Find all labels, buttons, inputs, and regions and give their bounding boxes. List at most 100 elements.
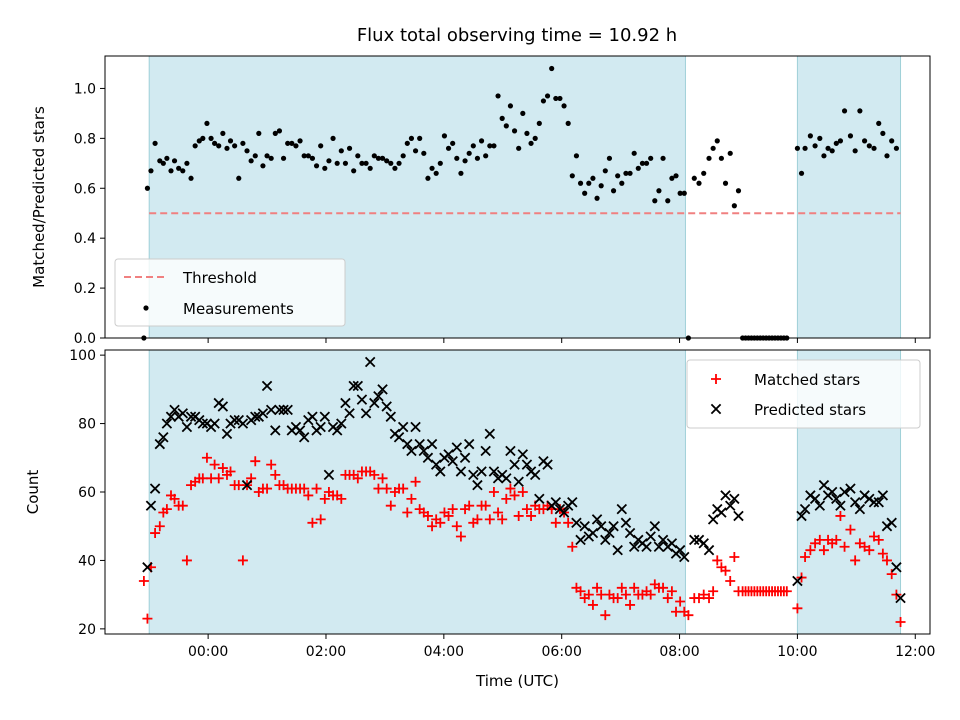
- predicted-star-point: [698, 538, 709, 549]
- matched-star-point: [683, 610, 694, 621]
- measurement-point: [573, 153, 580, 159]
- chart-title: Flux total observing time = 10.92 h: [357, 25, 677, 46]
- predicted-star-point: [733, 510, 744, 522]
- x-tick-label: 00:00: [188, 644, 228, 660]
- matched-star-point: [666, 586, 677, 597]
- matched-star-point: [708, 586, 719, 597]
- y-tick-label: 1.0: [74, 81, 96, 97]
- predicted-star-point: [472, 479, 483, 491]
- predicted-star-point: [595, 520, 607, 532]
- measurement-point: [710, 145, 716, 151]
- predicted-star-point: [181, 421, 193, 433]
- matched-star-point: [381, 483, 392, 494]
- predicted-star-point: [364, 356, 376, 368]
- matched-star-point: [154, 521, 165, 532]
- predicted-star-point: [641, 541, 652, 552]
- matched-star-point: [831, 534, 842, 545]
- matched-star-point: [237, 555, 248, 566]
- measurement-point: [268, 155, 274, 161]
- matched-star-point: [270, 469, 281, 480]
- measurement-point: [577, 180, 584, 186]
- matched-star-point: [781, 586, 792, 597]
- measurement-point: [462, 158, 468, 164]
- predicted-star-point: [237, 418, 249, 429]
- measurement-point: [718, 155, 724, 161]
- y-tick-label: 60: [78, 485, 96, 501]
- predicted-star-point: [270, 425, 281, 436]
- measurement-point: [384, 158, 390, 164]
- matched-star-point: [480, 500, 491, 511]
- predicted-star-point: [410, 421, 421, 433]
- matched-star-point: [177, 500, 188, 511]
- predicted-star-point: [169, 404, 180, 416]
- predicted-star-point: [558, 507, 570, 518]
- predicted-star-point: [373, 390, 384, 402]
- y-axis-label: Matched/Predicted stars: [30, 106, 48, 288]
- predicted-star-point: [241, 479, 253, 491]
- matched-star-point: [587, 599, 598, 610]
- measurement-point: [648, 155, 654, 161]
- measurement-point: [421, 150, 427, 156]
- measurement-point: [812, 143, 818, 149]
- matched-star-point: [712, 555, 723, 566]
- predicted-star-point: [645, 531, 656, 542]
- measurement-point: [825, 145, 831, 151]
- count-panel: 20 40 60 80 100 00:00 02:00 04:00 06:00 08:00 10:0…: [24, 348, 935, 690]
- plot-frame: [104, 55, 931, 339]
- measurement-point: [171, 158, 178, 164]
- predicted-star-point: [693, 534, 705, 546]
- measurement-point: [458, 170, 464, 176]
- predicted-star-point: [340, 397, 351, 409]
- measurement-point: [491, 143, 497, 149]
- measurement-point: [293, 143, 299, 149]
- predicted-star-point: [831, 493, 842, 505]
- matched-star-point: [583, 589, 594, 600]
- predicted-star-point: [369, 397, 380, 409]
- predicted-star-point: [229, 414, 240, 426]
- matched-star-point: [427, 521, 438, 532]
- measurement-point: [404, 140, 410, 146]
- measurement-point: [511, 128, 518, 134]
- measurement-point: [264, 153, 270, 159]
- predicted-star-point: [319, 411, 331, 422]
- measurement-point: [437, 160, 443, 166]
- predicted-star-point: [402, 438, 413, 450]
- measurement-point: [639, 160, 646, 166]
- predicted-star-point: [703, 544, 715, 556]
- y-tick-label: 20: [78, 622, 96, 638]
- predicted-star-point: [336, 418, 347, 429]
- measurement-point: [731, 203, 737, 209]
- predicted-star-point: [868, 497, 880, 508]
- matched-star-point: [720, 565, 731, 576]
- measurement-point: [837, 138, 844, 144]
- predicted-star-point: [799, 503, 811, 515]
- observing-interval-shade: [797, 56, 901, 338]
- y-tick-label: 80: [78, 417, 96, 433]
- predicted-star-point: [579, 520, 590, 532]
- matched-star-point: [563, 517, 574, 528]
- measurement-point: [884, 153, 890, 159]
- measurement-point: [240, 140, 246, 146]
- measurement-point: [224, 145, 230, 151]
- matched-star-point: [616, 582, 627, 593]
- matched-star-point: [150, 528, 161, 539]
- predicted-star-point: [377, 384, 388, 395]
- x-tick-label: 08:00: [659, 644, 699, 660]
- measurement-point: [280, 155, 287, 161]
- predicted-star-point: [459, 452, 471, 464]
- measurement-point: [188, 175, 194, 181]
- matched-star-point: [398, 483, 409, 494]
- matched-star-point: [513, 510, 524, 521]
- measurement-point: [204, 120, 210, 126]
- measurement-point: [474, 155, 481, 161]
- predicted-star-point: [877, 490, 889, 501]
- measurement-point: [696, 180, 702, 186]
- predicted-star-point: [480, 445, 491, 457]
- predicted-star-point: [447, 455, 458, 467]
- measurement-point: [553, 95, 559, 102]
- predicted-star-point: [854, 503, 866, 515]
- y-tick-label: 40: [78, 553, 96, 569]
- matched-star-point: [850, 555, 861, 566]
- measurement-point: [375, 155, 382, 161]
- measurement-point: [794, 145, 801, 151]
